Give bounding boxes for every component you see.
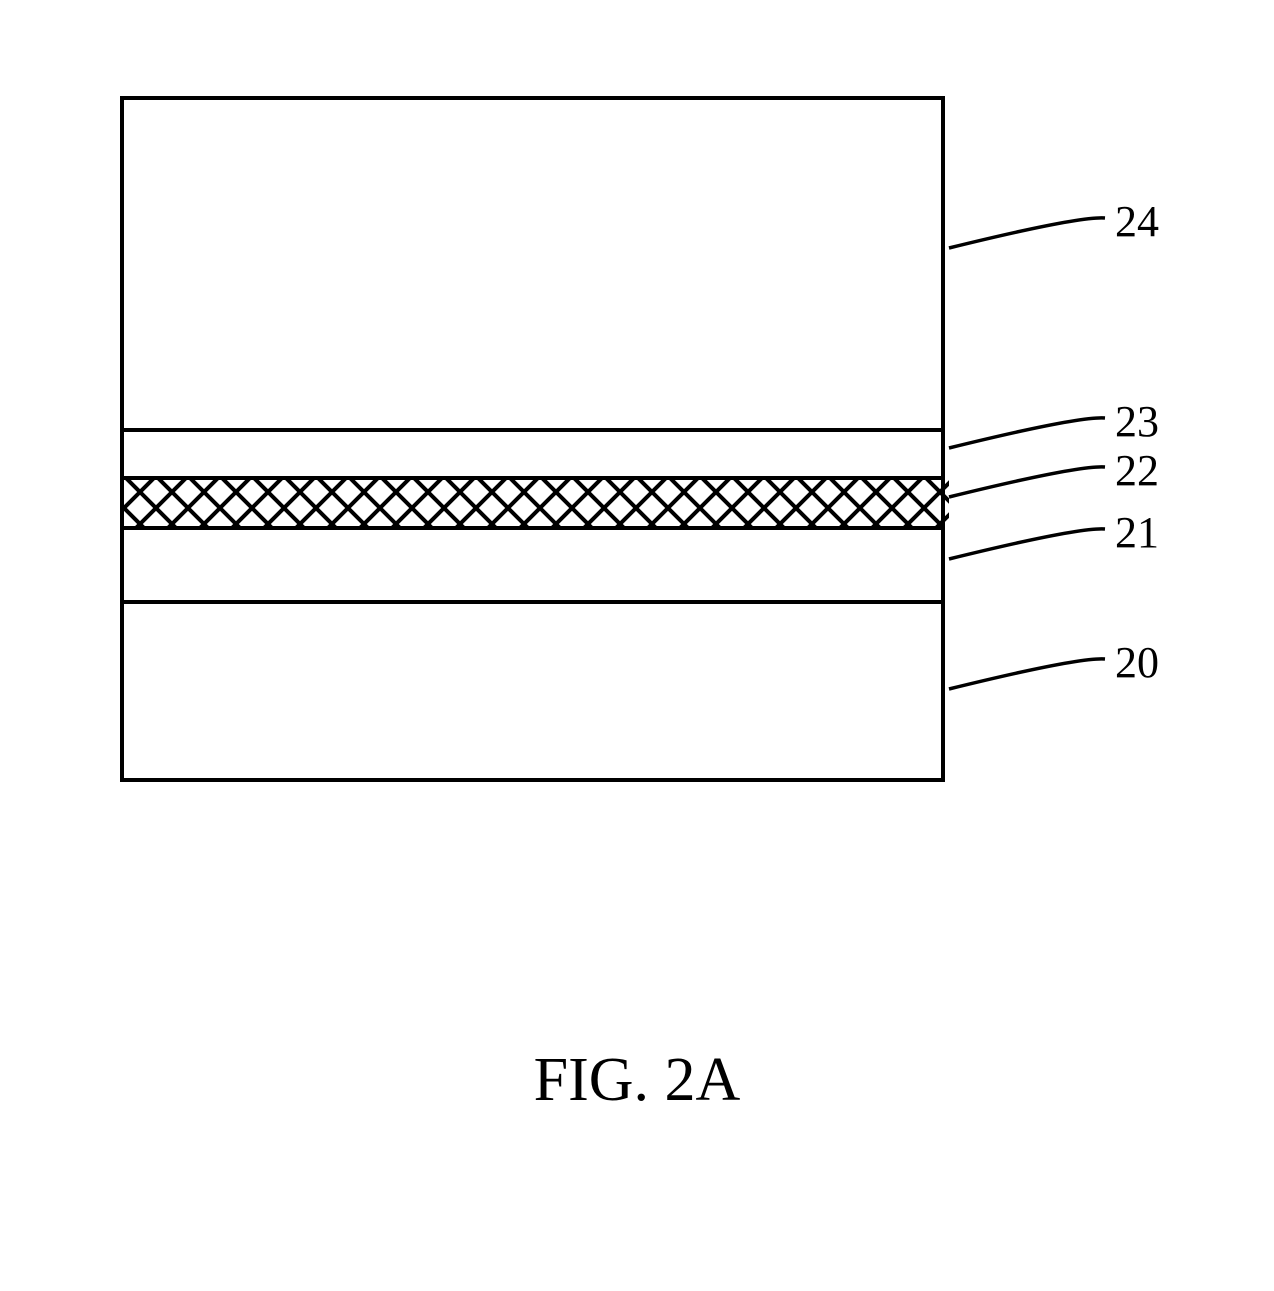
layer-23 xyxy=(124,428,941,476)
figure-caption: FIG. 2A xyxy=(534,1045,741,1116)
leader-21 xyxy=(949,529,1105,559)
layer-21 xyxy=(124,526,941,600)
label-21: 21 xyxy=(1115,507,1159,558)
layer-20 xyxy=(124,600,941,786)
layer-stack xyxy=(120,96,945,782)
label-20: 20 xyxy=(1115,637,1159,688)
leader-24 xyxy=(949,218,1105,248)
layer-22-hatch xyxy=(124,476,949,526)
leader-23 xyxy=(949,418,1105,448)
layer-24 xyxy=(124,100,941,428)
leader-22 xyxy=(949,467,1105,497)
label-24: 24 xyxy=(1115,196,1159,247)
label-22: 22 xyxy=(1115,445,1159,496)
figure-container: FIG. 2A 24 2322 21 20 xyxy=(0,0,1274,1291)
label-23: 23 xyxy=(1115,396,1159,447)
leader-20 xyxy=(949,659,1105,689)
